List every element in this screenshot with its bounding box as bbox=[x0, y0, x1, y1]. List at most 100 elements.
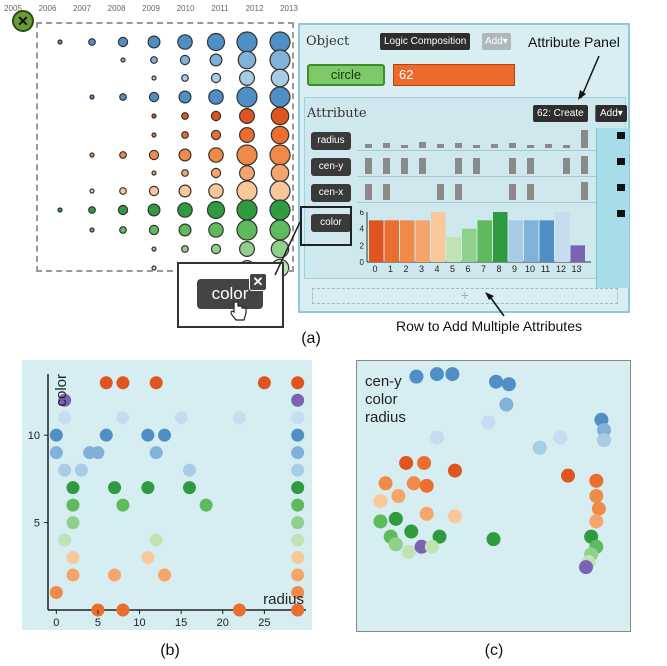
scatter-point[interactable] bbox=[445, 367, 460, 382]
attribute-ceny-button[interactable]: cen-y bbox=[311, 158, 351, 176]
logic-composition-button[interactable]: Logic Composition bbox=[380, 33, 471, 50]
scatter-point[interactable] bbox=[404, 524, 419, 539]
scatter-point[interactable] bbox=[414, 539, 429, 554]
scatter-point[interactable] bbox=[399, 455, 414, 470]
selection-rectangle[interactable] bbox=[36, 22, 294, 272]
scatter-point[interactable] bbox=[401, 544, 416, 559]
scatter-point[interactable] bbox=[489, 374, 504, 389]
scatter-point[interactable] bbox=[553, 430, 568, 445]
object-value-field[interactable]: 62 bbox=[393, 64, 515, 86]
histogram-bar[interactable] bbox=[462, 228, 477, 262]
scatter-point[interactable] bbox=[388, 511, 403, 526]
scatter-point[interactable] bbox=[481, 415, 496, 430]
circle-object-button[interactable]: circle bbox=[307, 64, 385, 86]
histogram-bar[interactable] bbox=[384, 220, 400, 262]
scatter-point[interactable] bbox=[149, 446, 163, 460]
scatter-point[interactable] bbox=[532, 440, 547, 455]
histogram-bar[interactable] bbox=[524, 220, 539, 262]
scatter-point[interactable] bbox=[419, 478, 434, 493]
histogram-bar[interactable] bbox=[570, 245, 586, 262]
scatter-point[interactable] bbox=[149, 533, 163, 547]
scatter-point[interactable] bbox=[561, 468, 576, 483]
scatter-point[interactable] bbox=[232, 603, 246, 617]
row-marker-icon[interactable] bbox=[617, 132, 625, 139]
scatter-point[interactable] bbox=[291, 411, 305, 425]
scatter-point[interactable] bbox=[589, 489, 604, 503]
scatter-point[interactable] bbox=[597, 433, 612, 448]
scatter-point[interactable] bbox=[373, 494, 388, 509]
scatter-point[interactable] bbox=[49, 586, 63, 600]
create-attribute-button[interactable]: 62: Create bbox=[533, 105, 588, 122]
scatter-point[interactable] bbox=[158, 568, 172, 582]
close-icon[interactable]: ✕ bbox=[249, 273, 267, 291]
histogram-bar[interactable] bbox=[415, 220, 431, 262]
scatter-point[interactable] bbox=[501, 377, 516, 392]
scatter-point[interactable] bbox=[424, 539, 439, 554]
add-attribute-row[interactable]: + bbox=[312, 288, 618, 304]
scatter-point[interactable] bbox=[66, 481, 80, 495]
scatter-point[interactable] bbox=[58, 411, 72, 425]
scatter-point[interactable] bbox=[291, 463, 305, 477]
row-marker-icon[interactable] bbox=[617, 184, 625, 191]
histogram-bar[interactable] bbox=[369, 220, 384, 262]
scatter-point[interactable] bbox=[257, 376, 271, 390]
histogram-bar[interactable] bbox=[555, 212, 570, 262]
scatter-point[interactable] bbox=[108, 568, 122, 582]
scatter-point[interactable] bbox=[291, 568, 305, 582]
scatter-point[interactable] bbox=[116, 603, 130, 617]
scatter-point[interactable] bbox=[232, 411, 246, 425]
scatter-point[interactable] bbox=[429, 367, 444, 382]
scatter-point[interactable] bbox=[419, 506, 434, 521]
scatter-point[interactable] bbox=[58, 533, 72, 547]
scatter-point[interactable] bbox=[391, 489, 406, 503]
scatter-point[interactable] bbox=[74, 463, 88, 477]
scatter-point[interactable] bbox=[108, 481, 122, 495]
row-marker-icon[interactable] bbox=[617, 210, 625, 217]
scatter-point[interactable] bbox=[158, 428, 172, 442]
scatter-point[interactable] bbox=[291, 376, 305, 390]
scatter-point[interactable] bbox=[291, 603, 305, 617]
scatter-point[interactable] bbox=[141, 551, 155, 565]
scatter-point[interactable] bbox=[66, 551, 80, 565]
attribute-add-button[interactable]: Add▾ bbox=[595, 105, 627, 122]
scatter-point[interactable] bbox=[591, 501, 606, 516]
scatter-point[interactable] bbox=[58, 463, 72, 477]
histogram-bar[interactable] bbox=[508, 220, 524, 262]
scatter-point[interactable] bbox=[49, 446, 63, 460]
attribute-radius-button[interactable]: radius bbox=[311, 132, 351, 150]
scatter-point[interactable] bbox=[388, 537, 403, 552]
scatter-point[interactable] bbox=[417, 455, 432, 470]
scatter-point[interactable] bbox=[141, 428, 155, 442]
scatter-point[interactable] bbox=[291, 446, 305, 460]
scatter-point[interactable] bbox=[597, 422, 612, 437]
scatter-point[interactable] bbox=[174, 411, 188, 425]
scatter-point[interactable] bbox=[149, 376, 163, 390]
scatter-point[interactable] bbox=[58, 393, 72, 407]
scatter-point[interactable] bbox=[406, 476, 421, 491]
histogram-bar[interactable] bbox=[400, 220, 415, 262]
scatter-point[interactable] bbox=[373, 514, 388, 529]
scatter-point[interactable] bbox=[447, 463, 462, 478]
scatter-point[interactable] bbox=[49, 428, 63, 442]
scatter-point[interactable] bbox=[141, 481, 155, 495]
scatter-point[interactable] bbox=[291, 551, 305, 565]
histogram-bar[interactable] bbox=[493, 212, 508, 262]
scatter-point[interactable] bbox=[116, 376, 130, 390]
scatter-point[interactable] bbox=[182, 463, 196, 477]
scatter-point[interactable] bbox=[291, 481, 305, 495]
scatter-point[interactable] bbox=[291, 586, 305, 600]
object-add-button[interactable]: Add▾ bbox=[482, 33, 511, 50]
row-marker-icon[interactable] bbox=[617, 158, 625, 165]
histogram-bar[interactable] bbox=[539, 220, 555, 262]
scatter-point[interactable] bbox=[291, 498, 305, 512]
scatter-point[interactable] bbox=[409, 369, 424, 384]
scatter-point[interactable] bbox=[199, 498, 213, 512]
scatter-point[interactable] bbox=[429, 430, 444, 445]
histogram-bar[interactable] bbox=[477, 220, 493, 262]
scatter-point[interactable] bbox=[91, 446, 105, 460]
scatter-point[interactable] bbox=[589, 473, 604, 488]
scatter-point[interactable] bbox=[486, 532, 501, 547]
scatter-point[interactable] bbox=[378, 476, 393, 491]
scatter-point[interactable] bbox=[66, 498, 80, 512]
scatter-point[interactable] bbox=[66, 516, 80, 530]
